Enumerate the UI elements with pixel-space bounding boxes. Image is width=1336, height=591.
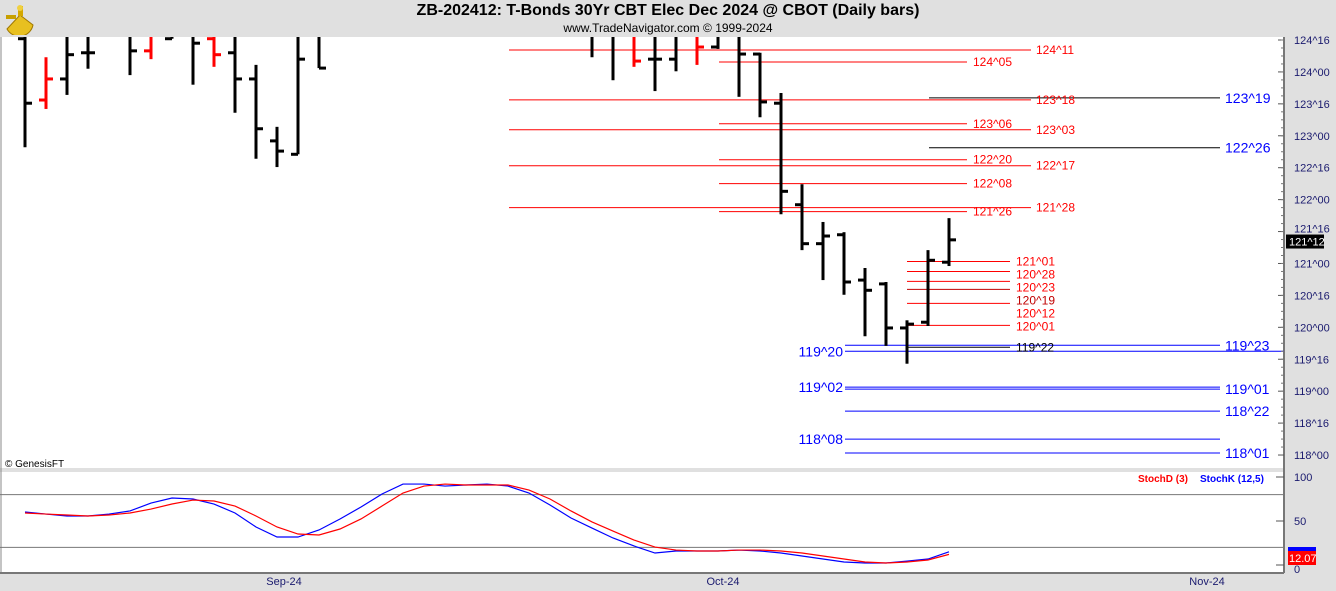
level-label: 118^08 — [799, 431, 844, 447]
price-tick-label: 120^00 — [1294, 322, 1330, 334]
chart-subtitle: www.TradeNavigator.com © 1999-2024 — [563, 21, 773, 35]
price-tick-label: 123^16 — [1294, 99, 1330, 111]
chart-title: ZB-202412: T-Bonds 30Yr CBT Elec Dec 202… — [416, 2, 920, 19]
price-plot-area — [0, 37, 1284, 468]
level-label: 118^22 — [1225, 403, 1270, 419]
x-tick-label: Nov-24 — [1189, 576, 1224, 588]
level-label: 123^19 — [1225, 90, 1271, 106]
level-label: 119^22 — [1016, 340, 1054, 354]
stoch-tick-label: 0 — [1294, 564, 1300, 576]
price-bar — [632, 37, 641, 67]
price-tick-label: 122^00 — [1294, 195, 1330, 207]
price-bar — [60, 37, 74, 95]
price-bar — [858, 267, 872, 337]
level-label: 122^08 — [973, 177, 1012, 191]
stoch-d-value: 12.07 — [1289, 553, 1317, 565]
stoch-k-line — [24, 483, 950, 564]
price-tick-label: 124^00 — [1294, 67, 1330, 79]
level-label: 120^01 — [1016, 319, 1055, 333]
price-bar — [228, 37, 242, 113]
price-bar — [921, 250, 935, 327]
price-bar — [900, 320, 914, 364]
level-label: 119^01 — [1225, 381, 1270, 397]
price-bar — [39, 57, 53, 109]
level-label: 124^05 — [973, 55, 1012, 69]
data-credit: © GenesisFT — [5, 459, 64, 470]
level-label: 123^03 — [1036, 123, 1075, 137]
price-bar — [837, 232, 851, 295]
price-bar — [270, 126, 284, 168]
level-label: 123^06 — [973, 117, 1012, 131]
price-bar — [942, 218, 956, 267]
level-label: 124^11 — [1036, 43, 1074, 57]
price-bar — [18, 37, 32, 148]
price-bar — [695, 37, 704, 65]
level-label: 120^28 — [1016, 267, 1055, 281]
stoch-d-line — [24, 483, 950, 564]
chart-header: ZB-202412: T-Bonds 30Yr CBT Elec Dec 202… — [0, 0, 1336, 37]
price-bar — [737, 37, 746, 97]
price-bar — [249, 64, 263, 159]
price-tick-label: 120^16 — [1294, 290, 1330, 302]
last-price-label: 121^12 — [1289, 237, 1325, 249]
price-bar — [816, 221, 830, 281]
price-tick-label: 119^00 — [1294, 386, 1329, 398]
level-label: 120^12 — [1016, 306, 1055, 320]
price-bar — [774, 92, 788, 215]
price-bar — [711, 37, 720, 49]
legend-stoch-d: StochD (3) — [1138, 474, 1188, 485]
price-bar — [291, 37, 305, 156]
price-bar — [669, 37, 678, 72]
last-price-badge — [1286, 234, 1324, 249]
price-bar — [611, 37, 615, 81]
price-tick-label: 118^16 — [1294, 418, 1329, 430]
price-bar — [128, 37, 137, 76]
level-label: 121^26 — [973, 205, 1012, 219]
price-tick-label: 124^16 — [1294, 35, 1330, 47]
level-label: 120^23 — [1016, 280, 1055, 294]
price-tick-label: 121^16 — [1294, 224, 1330, 236]
x-tick-label: Oct-24 — [706, 576, 739, 588]
price-tick-label: 119^16 — [1294, 354, 1329, 366]
level-label: 119^02 — [799, 379, 844, 395]
price-bar — [191, 37, 200, 85]
level-label: 122^26 — [1225, 140, 1271, 156]
level-label: 121^01 — [1016, 254, 1055, 268]
level-label: 122^17 — [1036, 159, 1075, 173]
level-label: 123^18 — [1036, 93, 1075, 107]
level-label: 119^23 — [1225, 337, 1270, 353]
level-label: 119^20 — [799, 343, 844, 359]
price-tick-label: 123^00 — [1294, 131, 1330, 143]
price-bar — [879, 281, 893, 346]
price-bar — [81, 37, 95, 69]
price-tick-label: 118^00 — [1294, 450, 1329, 462]
level-label: 122^20 — [973, 153, 1012, 167]
price-bar — [753, 52, 767, 118]
price-bar — [590, 37, 594, 58]
sextant-logo-icon — [6, 5, 34, 35]
price-tick-label: 122^16 — [1294, 163, 1330, 175]
price-bar — [795, 184, 809, 251]
price-bar — [648, 37, 662, 92]
price-bar — [207, 37, 221, 67]
price-bar — [317, 37, 326, 70]
level-label: 121^28 — [1036, 201, 1075, 215]
price-bar — [144, 37, 153, 60]
legend-stoch-k: StochK (12,5) — [1200, 474, 1264, 485]
price-tick-label: 121^00 — [1294, 258, 1330, 270]
stoch-tick-label: 100 — [1294, 472, 1312, 484]
stoch-d-badge — [1288, 551, 1316, 565]
stoch-tick-label: 50 — [1294, 516, 1306, 528]
x-tick-label: Sep-24 — [266, 576, 301, 588]
level-label: 118^01 — [1225, 445, 1270, 461]
price-bar — [165, 37, 174, 41]
stoch-plot-area — [0, 472, 1284, 573]
level-label: 120^19 — [1016, 293, 1055, 307]
